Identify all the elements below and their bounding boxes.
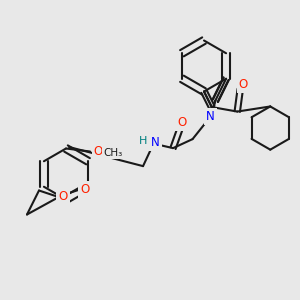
Text: O: O [93,145,102,158]
Text: O: O [58,190,68,203]
Text: O: O [177,116,187,129]
Text: N: N [151,136,159,148]
Text: O: O [80,183,90,196]
Text: N: N [206,110,215,123]
Text: CH₃: CH₃ [103,148,123,158]
Text: H: H [139,136,147,146]
Text: O: O [238,78,248,91]
